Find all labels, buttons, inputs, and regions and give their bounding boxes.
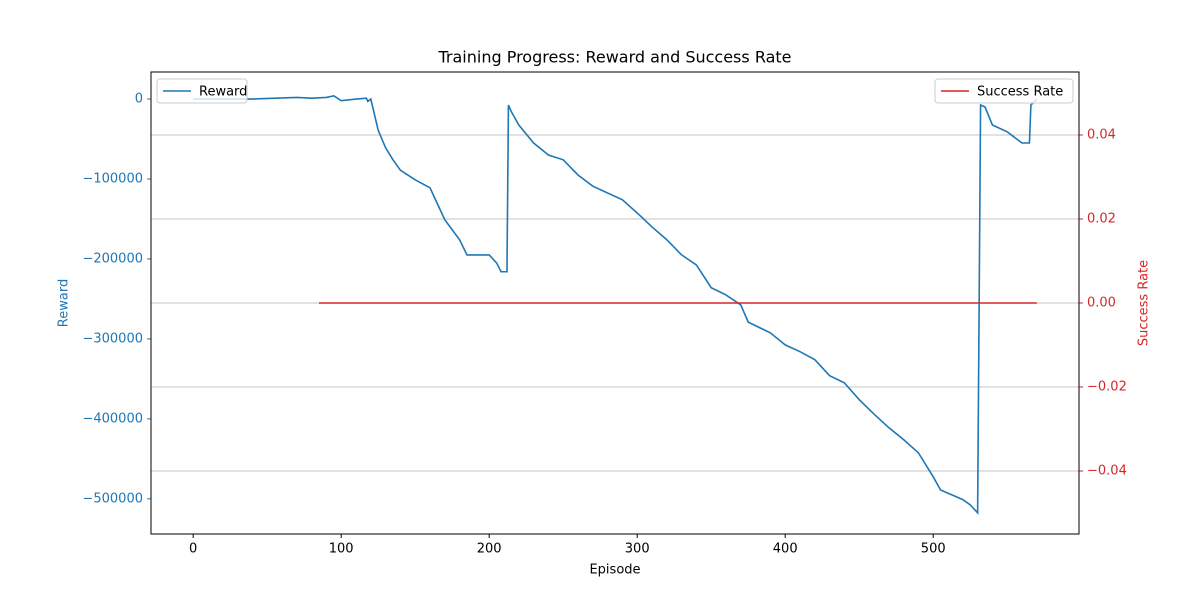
y2-tick-label: 0.04 xyxy=(1087,128,1116,143)
y2-tick-label: 0.00 xyxy=(1087,296,1116,311)
x-tick-label: 100 xyxy=(329,542,354,557)
x-tick-label: 200 xyxy=(477,542,502,557)
x-tick-label: 300 xyxy=(625,542,650,557)
legend-box xyxy=(934,78,1074,104)
y-tick-label: −200000 xyxy=(82,251,143,266)
x-axis-label: Episode xyxy=(589,563,640,578)
legend-label: Reward xyxy=(199,85,247,100)
y-axis-label: Reward xyxy=(57,279,72,327)
x-tick-label: 500 xyxy=(921,542,946,557)
y2-tick-label: −0.02 xyxy=(1087,380,1127,395)
legend-box xyxy=(156,78,248,104)
x-tick-label: 400 xyxy=(773,542,798,557)
series-line xyxy=(193,94,1038,515)
x-tick-label: 0 xyxy=(189,542,197,557)
y-tick-label: −500000 xyxy=(82,491,143,506)
plot-frame xyxy=(150,71,1080,535)
chart-title: Training Progress: Reward and Success Ra… xyxy=(437,48,791,67)
y-tick-label: −100000 xyxy=(82,171,143,186)
y2-tick-label: 0.02 xyxy=(1087,212,1116,227)
y2-tick-label: −0.04 xyxy=(1087,464,1127,479)
y-tick-label: −400000 xyxy=(82,411,143,426)
legend-label: Success Rate xyxy=(977,85,1063,100)
y2-axis-label: Success Rate xyxy=(1137,260,1152,346)
y-tick-label: −300000 xyxy=(82,331,143,346)
y-tick-label: 0 xyxy=(135,92,143,107)
